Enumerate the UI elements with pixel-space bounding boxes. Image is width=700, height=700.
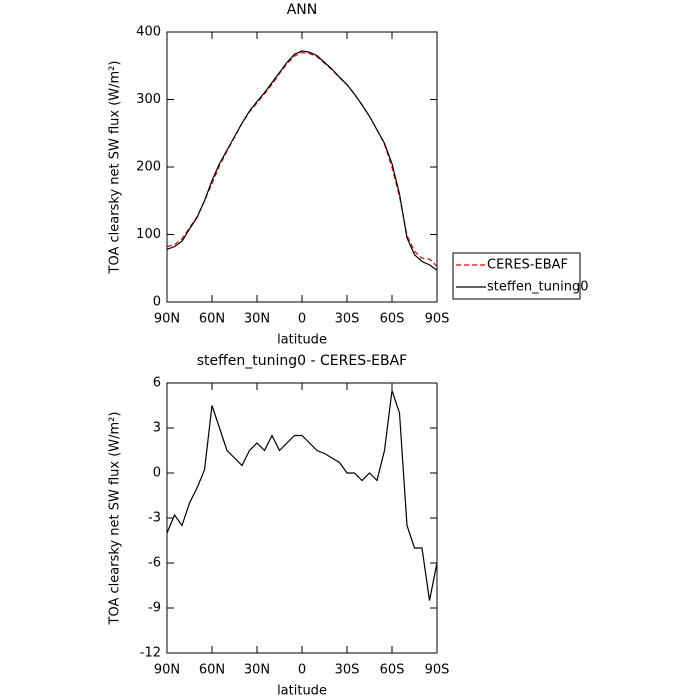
- x-tick-label: 60N: [199, 663, 225, 678]
- x-tick-label: 30N: [244, 312, 270, 327]
- x-tick-label: 0: [298, 312, 306, 327]
- plot-frame: [166, 31, 438, 303]
- y-tick-label: 3: [153, 421, 161, 436]
- x-tick-label: 60N: [199, 312, 225, 327]
- y-axis-label: TOA clearsky net SW flux (W/m²): [108, 61, 123, 275]
- y-tick-label: 6: [153, 376, 161, 391]
- y-tick-label: 100: [136, 227, 161, 242]
- legend-box: [452, 252, 581, 300]
- x-tick-label: 30N: [244, 663, 270, 678]
- y-tick-label: 300: [136, 92, 161, 107]
- x-tick-label: 60S: [380, 312, 405, 327]
- y-tick-label: -6: [148, 556, 161, 571]
- x-tick-label: 60S: [380, 663, 405, 678]
- x-tick-label: 90N: [154, 312, 180, 327]
- legend-label: CERES-EBAF: [487, 258, 568, 273]
- chart-title: ANN: [287, 2, 318, 18]
- y-tick-label: -9: [148, 601, 161, 616]
- data-line: [166, 50, 438, 271]
- x-axis-label: latitude: [277, 684, 327, 699]
- y-tick-label: 0: [153, 466, 161, 481]
- x-axis-label: latitude: [277, 333, 327, 348]
- chart-title: steffen_tuning0 - CERES-EBAF: [197, 353, 408, 369]
- x-tick-label: 90S: [425, 663, 450, 678]
- x-tick-label: 90S: [425, 312, 450, 327]
- data-line: [166, 51, 438, 267]
- y-tick-label: -3: [148, 511, 161, 526]
- x-tick-label: 0: [298, 663, 306, 678]
- y-tick-label: -12: [140, 646, 161, 661]
- x-tick-label: 30S: [335, 663, 360, 678]
- legend-label: steffen_tuning0: [487, 280, 589, 295]
- y-axis-label: TOA clearsky net SW flux (W/m²): [108, 412, 123, 626]
- x-tick-label: 90N: [154, 663, 180, 678]
- y-tick-label: 400: [136, 25, 161, 40]
- plot-frame: [166, 382, 438, 654]
- y-tick-label: 0: [153, 295, 161, 310]
- x-tick-label: 30S: [335, 312, 360, 327]
- data-line: [166, 390, 438, 601]
- y-tick-label: 200: [136, 160, 161, 175]
